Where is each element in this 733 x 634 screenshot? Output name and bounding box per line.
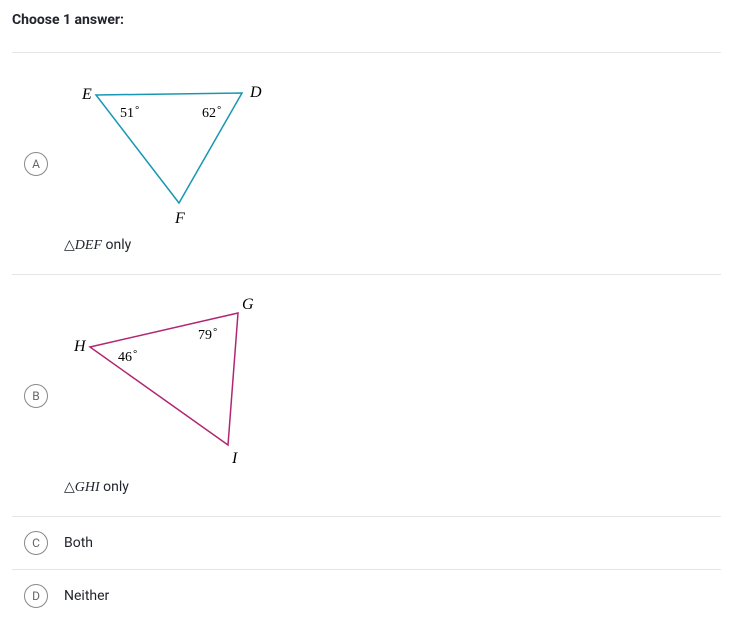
svg-text:G: G [242,296,254,313]
answer-d-text: Neither [64,588,109,604]
svg-text:51∘: 51∘ [120,103,140,121]
label-suffix-a: only [102,237,131,253]
answer-option-a[interactable]: A E D F 51∘ 62∘ △DEF only [12,52,721,274]
svg-text:79∘: 79∘ [198,325,218,343]
svg-text:46∘: 46∘ [118,347,138,365]
answer-option-d[interactable]: D Neither [12,569,721,622]
option-circle-d: D [24,584,48,608]
question-prompt: Choose 1 answer: [12,12,721,28]
answer-option-c[interactable]: C Both [12,516,721,569]
answer-content-a: E D F 51∘ 62∘ △DEF only [64,73,274,254]
option-circle-a: A [24,152,48,176]
option-circle-c: C [24,531,48,555]
triangle-def: E D F 51∘ 62∘ [64,73,274,233]
svg-text:H: H [73,338,87,355]
svg-text:F: F [174,210,185,227]
option-circle-b: B [24,384,48,408]
svg-text:E: E [81,86,92,103]
triangle-ghi: G H I 46∘ 79∘ [64,295,274,475]
triangle-name-b: GHI [75,480,100,495]
svg-text:I: I [231,450,238,467]
svg-text:62∘: 62∘ [202,103,222,121]
answer-option-b[interactable]: B GHI46∘79∘ △GHI only [12,274,721,516]
triangle-name-a: DEF [75,238,102,253]
answer-a-label: △DEF only [64,237,274,254]
answer-b-label: △GHI only [64,479,274,496]
triangle-symbol-b: △ [64,479,75,495]
answer-list: A EDF51∘62∘ △DEF only B GHI46∘79∘ △GHI o… [12,52,721,622]
answer-content-b: GHI46∘79∘ △GHI only [64,295,274,496]
svg-text:D: D [249,84,262,101]
answer-c-text: Both [64,535,93,551]
triangle-symbol-a: △ [64,237,75,253]
label-suffix-b: only [100,479,129,495]
